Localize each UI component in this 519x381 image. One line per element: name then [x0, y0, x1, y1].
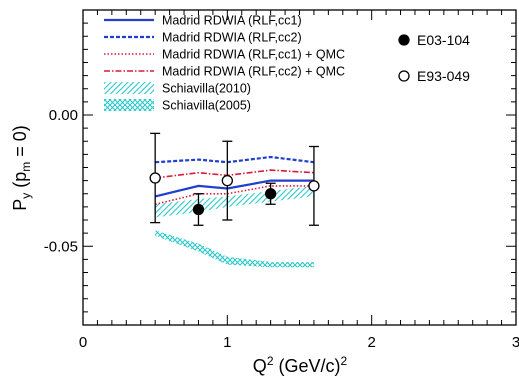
x-tick-label: 2	[367, 334, 375, 351]
y-title-sub1: y	[19, 193, 33, 199]
points-layer	[149, 132, 320, 226]
y-axis-title: Py (pm = 0)	[10, 125, 33, 211]
y-tick-label: 0.00	[49, 107, 78, 124]
series-line-dashed	[155, 155, 315, 164]
y-title-p3: = 0)	[10, 125, 30, 162]
point-open	[149, 172, 161, 184]
axes: 0 1 2 3 0.00 -0.05	[44, 9, 519, 351]
legend-marker-open	[398, 70, 410, 82]
x-tick-label: 0	[79, 334, 87, 351]
x-tick-label: 3	[512, 334, 519, 351]
legend-swatch-crosshatch	[104, 99, 154, 111]
y-title-p1: P	[10, 199, 30, 211]
x-title-sup2: 2	[341, 354, 348, 368]
legend-marker-filled	[398, 34, 410, 46]
legend-label: E93-049	[417, 68, 470, 84]
legend-label: E03-104	[417, 32, 470, 48]
x-title-sup: 2	[267, 354, 274, 368]
series-line-dashdot	[155, 169, 314, 179]
legend-swatch-hatch	[104, 82, 154, 94]
legend-label: Schiavilla(2010)	[162, 82, 251, 96]
x-tick-label: 1	[223, 334, 231, 351]
y-title-p2: (p	[10, 172, 30, 193]
legend-label: Madrid RDWIA (RLF,cc1)	[162, 14, 302, 28]
point-filled	[192, 203, 205, 216]
point-open	[221, 174, 233, 187]
x-title-mid: (GeV/c)	[274, 356, 341, 376]
legend-label: Madrid RDWIA (RLF,cc2) + QMC	[162, 65, 345, 79]
y-title-sub2: m	[19, 162, 33, 172]
legend-label: Schiavilla(2005)	[162, 99, 251, 113]
y-tick-label: -0.05	[44, 238, 78, 255]
band-crosshatch	[155, 230, 314, 268]
x-axis-title: Q2 (GeV/c)2	[253, 354, 348, 376]
x-title-main: Q	[253, 356, 267, 376]
point-filled	[264, 188, 277, 200]
legend: Madrid RDWIA (RLF,cc1) Madrid RDWIA (RLF,…	[104, 14, 470, 113]
legend-label: Madrid RDWIA (RLF,cc2)	[162, 31, 302, 45]
point-open	[308, 180, 320, 192]
legend-label: Madrid RDWIA (RLF,cc1) + QMC	[162, 48, 345, 62]
